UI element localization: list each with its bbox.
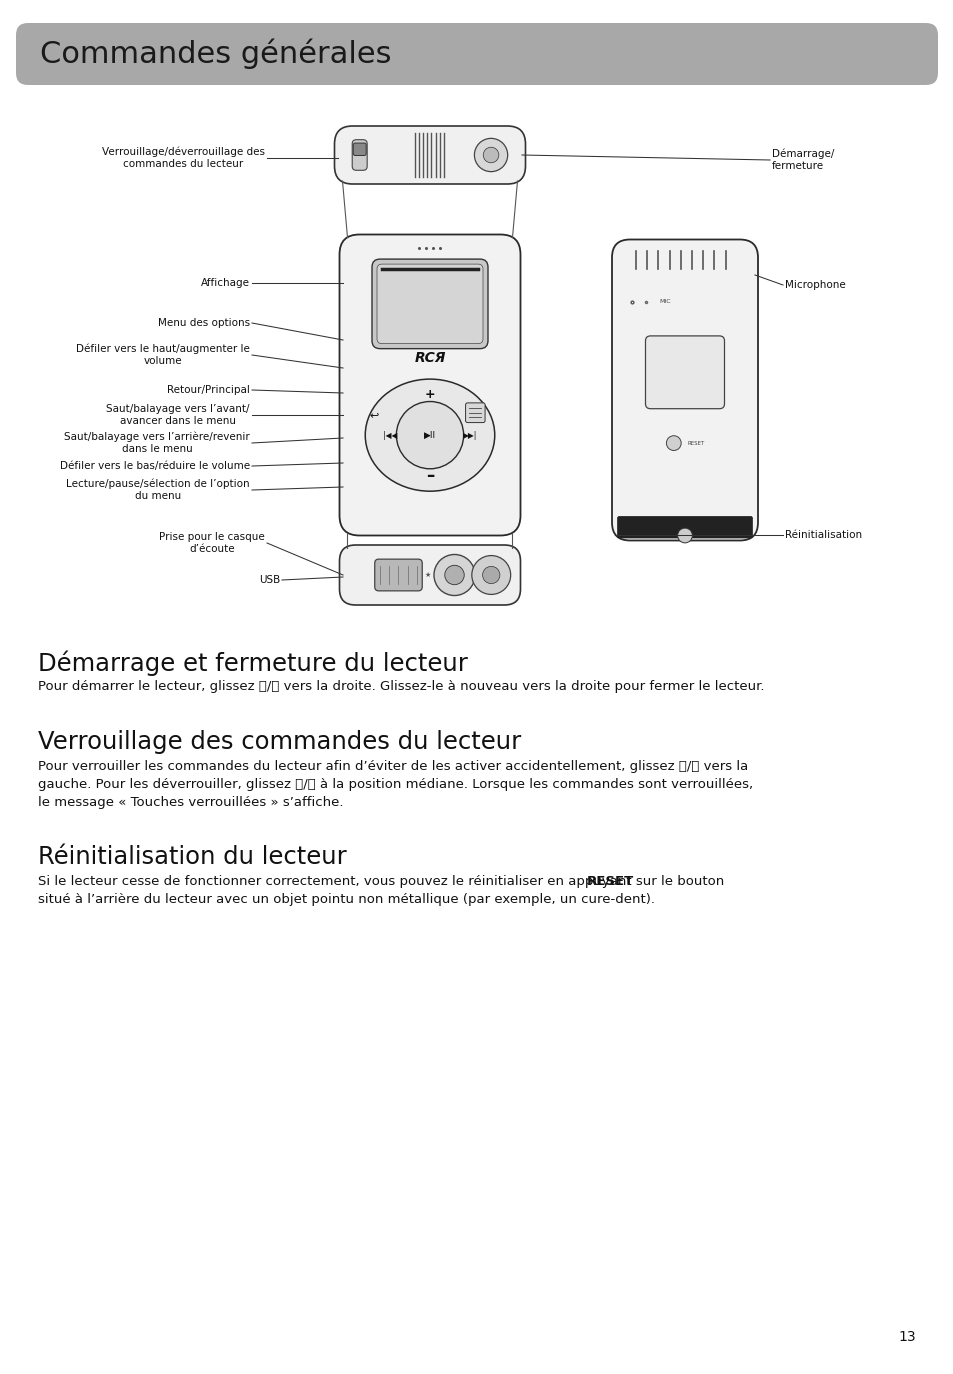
Text: |◀◀: |◀◀ — [382, 430, 396, 440]
Text: ▶▶|: ▶▶| — [462, 430, 476, 440]
Circle shape — [444, 565, 464, 585]
Text: Menu des options: Menu des options — [157, 317, 250, 328]
Text: Saut/balayage vers l’arrière/revenir
dans le menu: Saut/balayage vers l’arrière/revenir dan… — [64, 431, 250, 453]
Text: –: – — [425, 467, 434, 485]
Text: Démarrage/
fermeture: Démarrage/ fermeture — [771, 148, 834, 170]
Text: Commandes générales: Commandes générales — [40, 38, 391, 69]
Text: 13: 13 — [898, 1330, 915, 1344]
Circle shape — [434, 555, 475, 595]
FancyBboxPatch shape — [352, 140, 367, 170]
Circle shape — [482, 566, 499, 584]
Text: Microphone: Microphone — [784, 280, 845, 290]
Text: Affichage: Affichage — [201, 278, 250, 289]
Circle shape — [677, 528, 692, 543]
FancyBboxPatch shape — [372, 260, 488, 349]
Text: Saut/balayage vers l’avant/
avancer dans le menu: Saut/balayage vers l’avant/ avancer dans… — [107, 404, 250, 426]
Text: Démarrage et fermeture du lecteur: Démarrage et fermeture du lecteur — [38, 650, 467, 676]
Text: Réinitialisation: Réinitialisation — [784, 530, 862, 540]
Text: RESET: RESET — [586, 875, 634, 888]
Ellipse shape — [365, 379, 495, 491]
FancyBboxPatch shape — [339, 545, 520, 605]
FancyBboxPatch shape — [376, 264, 482, 344]
Text: ↩: ↩ — [369, 409, 378, 420]
Circle shape — [666, 436, 680, 451]
FancyBboxPatch shape — [617, 517, 752, 539]
Text: Retour/Principal: Retour/Principal — [167, 385, 250, 394]
Text: le message « Touches verrouillées » s’affiche.: le message « Touches verrouillées » s’af… — [38, 796, 343, 809]
FancyBboxPatch shape — [375, 559, 422, 591]
Text: Prise pour le casque
d’écoute: Prise pour le casque d’écoute — [159, 532, 265, 554]
Text: Verrouillage/déverrouillage des
commandes du lecteur: Verrouillage/déverrouillage des commande… — [102, 147, 265, 169]
FancyBboxPatch shape — [645, 335, 723, 408]
Text: Pour démarrer le lecteur, glissez ⏻/⚿ vers la droite. Glissez-le à nouveau vers : Pour démarrer le lecteur, glissez ⏻/⚿ ve… — [38, 680, 763, 692]
FancyBboxPatch shape — [335, 126, 525, 184]
Text: MIC: MIC — [659, 300, 671, 304]
Text: Pour verrouiller les commandes du lecteur afin d’éviter de les activer accidente: Pour verrouiller les commandes du lecteu… — [38, 760, 747, 774]
Text: RESET: RESET — [687, 441, 704, 445]
FancyBboxPatch shape — [353, 143, 366, 155]
FancyBboxPatch shape — [339, 235, 520, 536]
Circle shape — [395, 401, 463, 469]
Text: RCЯ: RCЯ — [414, 352, 445, 365]
Text: ★: ★ — [424, 572, 431, 578]
FancyBboxPatch shape — [16, 23, 937, 85]
Text: Lecture/pause/sélection de l’option
du menu: Lecture/pause/sélection de l’option du m… — [67, 480, 250, 502]
Circle shape — [483, 147, 498, 162]
Text: +: + — [424, 389, 435, 401]
Text: gauche. Pour les déverrouiller, glissez ⏻/⚿ à la position médiane. Lorsque les c: gauche. Pour les déverrouiller, glissez … — [38, 778, 752, 791]
Circle shape — [474, 139, 507, 172]
Text: Verrouillage des commandes du lecteur: Verrouillage des commandes du lecteur — [38, 730, 520, 754]
FancyBboxPatch shape — [612, 239, 758, 540]
Text: Réinitialisation du lecteur: Réinitialisation du lecteur — [38, 845, 346, 868]
Text: situé à l’arrière du lecteur avec un objet pointu non métallique (par exemple, u: situé à l’arrière du lecteur avec un obj… — [38, 893, 655, 905]
Text: Si le lecteur cesse de fonctionner correctement, vous pouvez le réinitialiser en: Si le lecteur cesse de fonctionner corre… — [38, 875, 728, 888]
Text: ▶II: ▶II — [423, 430, 436, 440]
FancyBboxPatch shape — [465, 403, 484, 423]
Text: Défiler vers le bas/réduire le volume: Défiler vers le bas/réduire le volume — [60, 462, 250, 471]
Text: USB: USB — [258, 574, 280, 585]
Circle shape — [472, 555, 510, 595]
Text: Défiler vers le haut/augmenter le
volume: Défiler vers le haut/augmenter le volume — [76, 344, 250, 365]
